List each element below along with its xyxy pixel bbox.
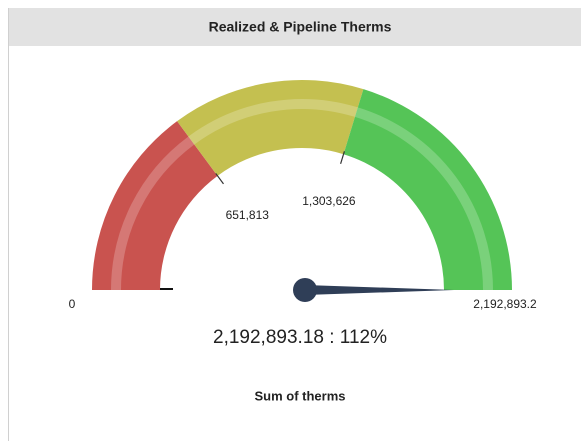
band-highlight — [354, 107, 493, 291]
band-highlight — [111, 136, 195, 291]
gauge-band — [92, 121, 218, 291]
tick-label: 0 — [69, 297, 76, 311]
needle-pivot — [293, 278, 317, 302]
gauge-band — [343, 89, 512, 291]
value-label: 2,192,893.18 : 112% — [213, 327, 387, 348]
gauge-needle — [305, 285, 454, 295]
band-highlight — [188, 99, 358, 145]
tick-label: 2,192,893.2 — [473, 297, 537, 311]
header-bar — [8, 8, 581, 46]
tick-mark — [340, 151, 345, 164]
chart-title: Realized & Pipeline Therms — [209, 19, 392, 35]
gauge-subtitle: Sum of therms — [254, 388, 345, 403]
tick-label: 651,813 — [226, 208, 270, 222]
tick-mark — [215, 173, 224, 185]
gauge-band — [177, 80, 364, 176]
gauge: 0 651,813 1,303,626 2,192,893.2 — [69, 80, 537, 311]
tick-label: 1,303,626 — [302, 194, 356, 208]
